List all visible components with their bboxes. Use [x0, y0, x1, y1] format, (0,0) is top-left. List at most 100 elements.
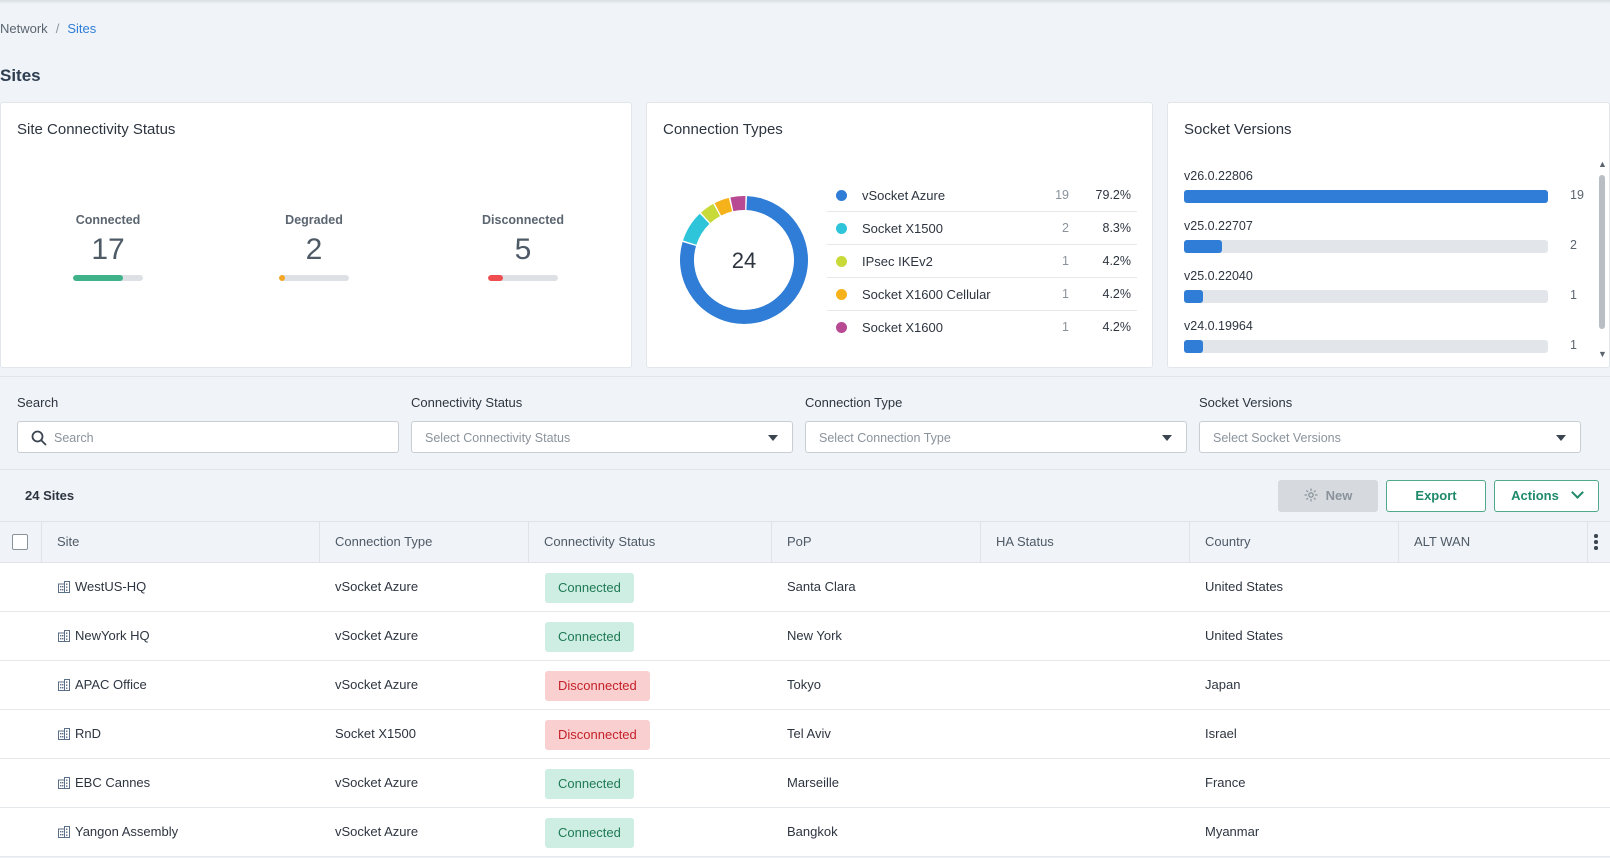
stat-disconnected[interactable]: Disconnected 5: [463, 213, 583, 281]
site-name-link[interactable]: RnD: [75, 726, 102, 741]
new-button[interactable]: New: [1278, 480, 1378, 512]
site-name-link[interactable]: Yangon Assembly: [75, 824, 179, 839]
legend-item[interactable]: vSocket Azure 19 79.2%: [827, 179, 1137, 212]
stat-connected[interactable]: Connected 17: [48, 213, 168, 281]
stat-label: Connected: [75, 213, 141, 227]
legend-count: 2: [1062, 221, 1069, 235]
search-input[interactable]: Search: [17, 421, 399, 453]
legend-count: 1: [1062, 320, 1069, 334]
column-header-site[interactable]: Site: [42, 522, 320, 562]
column-header-pop[interactable]: PoP: [772, 522, 981, 562]
legend-count: 1: [1062, 254, 1069, 268]
stat-degraded[interactable]: Degraded 2: [254, 213, 374, 281]
stat-bar-fill: [73, 275, 123, 281]
legend-dot-icon: [836, 222, 847, 234]
connection-type-select[interactable]: Select Connection Type: [805, 421, 1187, 453]
new-button-label: New: [1325, 488, 1353, 503]
filter-label: Search: [17, 395, 59, 410]
scroll-down-icon[interactable]: ▼: [1598, 349, 1607, 359]
scroll-thumb[interactable]: [1599, 175, 1605, 329]
version-bar-fill: [1184, 290, 1204, 303]
table-row[interactable]: NewYork HQ vSocket Azure Connected New York…: [0, 612, 1610, 661]
actions-button[interactable]: Actions: [1494, 480, 1599, 512]
legend-item[interactable]: Socket X1600 Cellular 1 4.2%: [827, 278, 1137, 311]
select-placeholder: Select Socket Versions: [1213, 431, 1341, 445]
versions-scrollbar[interactable]: ▲ ▼: [1597, 159, 1607, 359]
select-all-checkbox[interactable]: [12, 534, 28, 550]
version-row[interactable]: v25.0.22040 1: [1184, 269, 1584, 303]
stat-bar: [73, 275, 143, 281]
version-row[interactable]: v24.0.19964 1: [1184, 319, 1584, 353]
socket-versions-card: Socket Versions v26.0.22806 19 v25.0.2270…: [1167, 102, 1610, 368]
donut-segment[interactable]: [714, 197, 733, 216]
donut-segment[interactable]: [730, 196, 746, 212]
site-name-link[interactable]: APAC Office: [75, 677, 147, 692]
donut-segment[interactable]: [700, 203, 720, 224]
country-cell: United States: [1205, 628, 1284, 643]
country-cell: Japan: [1205, 677, 1241, 692]
connection-types-legend: vSocket Azure 19 79.2% Socket X1500 2 8.3% I…: [827, 179, 1137, 343]
select-placeholder: Select Connectivity Status: [425, 431, 571, 445]
table-header: Site Connection Type Connectivity Status…: [0, 521, 1610, 563]
site-name-link[interactable]: NewYork HQ: [75, 628, 150, 643]
kebab-menu-icon[interactable]: [1594, 534, 1598, 552]
breadcrumb-current[interactable]: Sites: [67, 21, 97, 36]
stat-bar: [488, 275, 558, 281]
legend-percent: 79.2%: [1095, 188, 1131, 202]
connectivity-status-select[interactable]: Select Connectivity Status: [411, 421, 793, 453]
donut-segment[interactable]: [683, 213, 710, 245]
table-toolbar: 24 Sites New Export Actions: [0, 471, 1610, 521]
site-name-link[interactable]: EBC Cannes: [75, 775, 151, 790]
legend-item[interactable]: Socket X1600 1 4.2%: [827, 311, 1137, 343]
column-header-ha-status[interactable]: HA Status: [981, 522, 1190, 562]
legend-percent: 8.3%: [1102, 221, 1132, 235]
actions-button-label: Actions: [1511, 488, 1559, 503]
country-cell: Israel: [1205, 726, 1237, 741]
legend-item[interactable]: Socket X1500 2 8.3%: [827, 212, 1137, 245]
legend-item[interactable]: IPsec IKEv2 1 4.2%: [827, 245, 1137, 278]
chevron-down-icon: [1570, 486, 1584, 499]
country-cell: France: [1205, 775, 1246, 790]
table-row[interactable]: EBC Cannes vSocket Azure Connected Marseill…: [0, 759, 1610, 808]
connection-type-cell: vSocket Azure: [335, 628, 419, 643]
card-title: Site Connectivity Status: [17, 121, 176, 138]
version-label: v24.0.19964: [1184, 319, 1253, 333]
version-row[interactable]: v25.0.22707 2: [1184, 219, 1584, 253]
table-row[interactable]: Yangon Assembly vSocket Azure Connected Ban…: [0, 808, 1610, 857]
column-header-connectivity-status[interactable]: Connectivity Status: [529, 522, 772, 562]
version-count: 1: [1570, 288, 1577, 302]
table-row[interactable]: APAC Office vSocket Azure Disconnected Toky…: [0, 661, 1610, 710]
version-count: 19: [1570, 188, 1584, 202]
table-row[interactable]: RnD Socket X1500 Disconnected Tel Aviv Israe…: [0, 710, 1610, 759]
breadcrumb-separator: /: [55, 21, 60, 36]
version-label: v25.0.22040: [1184, 269, 1253, 283]
column-header-alt-wan[interactable]: ALT WAN: [1399, 522, 1588, 562]
table-row[interactable]: WestUS-HQ vSocket Azure Connected Santa Cla…: [0, 563, 1610, 612]
pop-cell: Marseille: [787, 775, 840, 790]
country-cell: United States: [1205, 579, 1284, 594]
version-count: 2: [1570, 238, 1577, 252]
stat-value: 5: [514, 233, 532, 266]
connection-types-donut[interactable]: 24: [669, 185, 819, 335]
page-title: Sites: [0, 66, 41, 85]
column-header-connection-type[interactable]: Connection Type: [320, 522, 529, 562]
breadcrumb-parent[interactable]: Network: [0, 21, 48, 36]
legend-dot-icon: [836, 255, 847, 267]
legend-dot-icon: [836, 321, 847, 333]
caret-down-icon: [1556, 435, 1566, 441]
column-header-country[interactable]: Country: [1190, 522, 1399, 562]
legend-name: Socket X1600 Cellular: [862, 286, 991, 302]
top-shadow: [0, 0, 1610, 4]
filters-bar: Search Search Connectivity Status Select…: [0, 376, 1610, 470]
stat-value: 2: [305, 233, 323, 266]
socket-versions-select[interactable]: Select Socket Versions: [1199, 421, 1581, 453]
scroll-up-icon[interactable]: ▲: [1598, 159, 1607, 169]
status-badge: Connected: [545, 818, 634, 848]
status-badge: Disconnected: [545, 671, 650, 701]
site-name-link[interactable]: WestUS-HQ: [75, 579, 147, 594]
stat-value: 17: [91, 233, 125, 266]
export-button[interactable]: Export: [1386, 480, 1486, 512]
version-row[interactable]: v26.0.22806 19: [1184, 169, 1584, 203]
select-placeholder: Select Connection Type: [819, 431, 951, 445]
table-body: WestUS-HQ vSocket Azure Connected Santa Cla…: [0, 563, 1610, 857]
